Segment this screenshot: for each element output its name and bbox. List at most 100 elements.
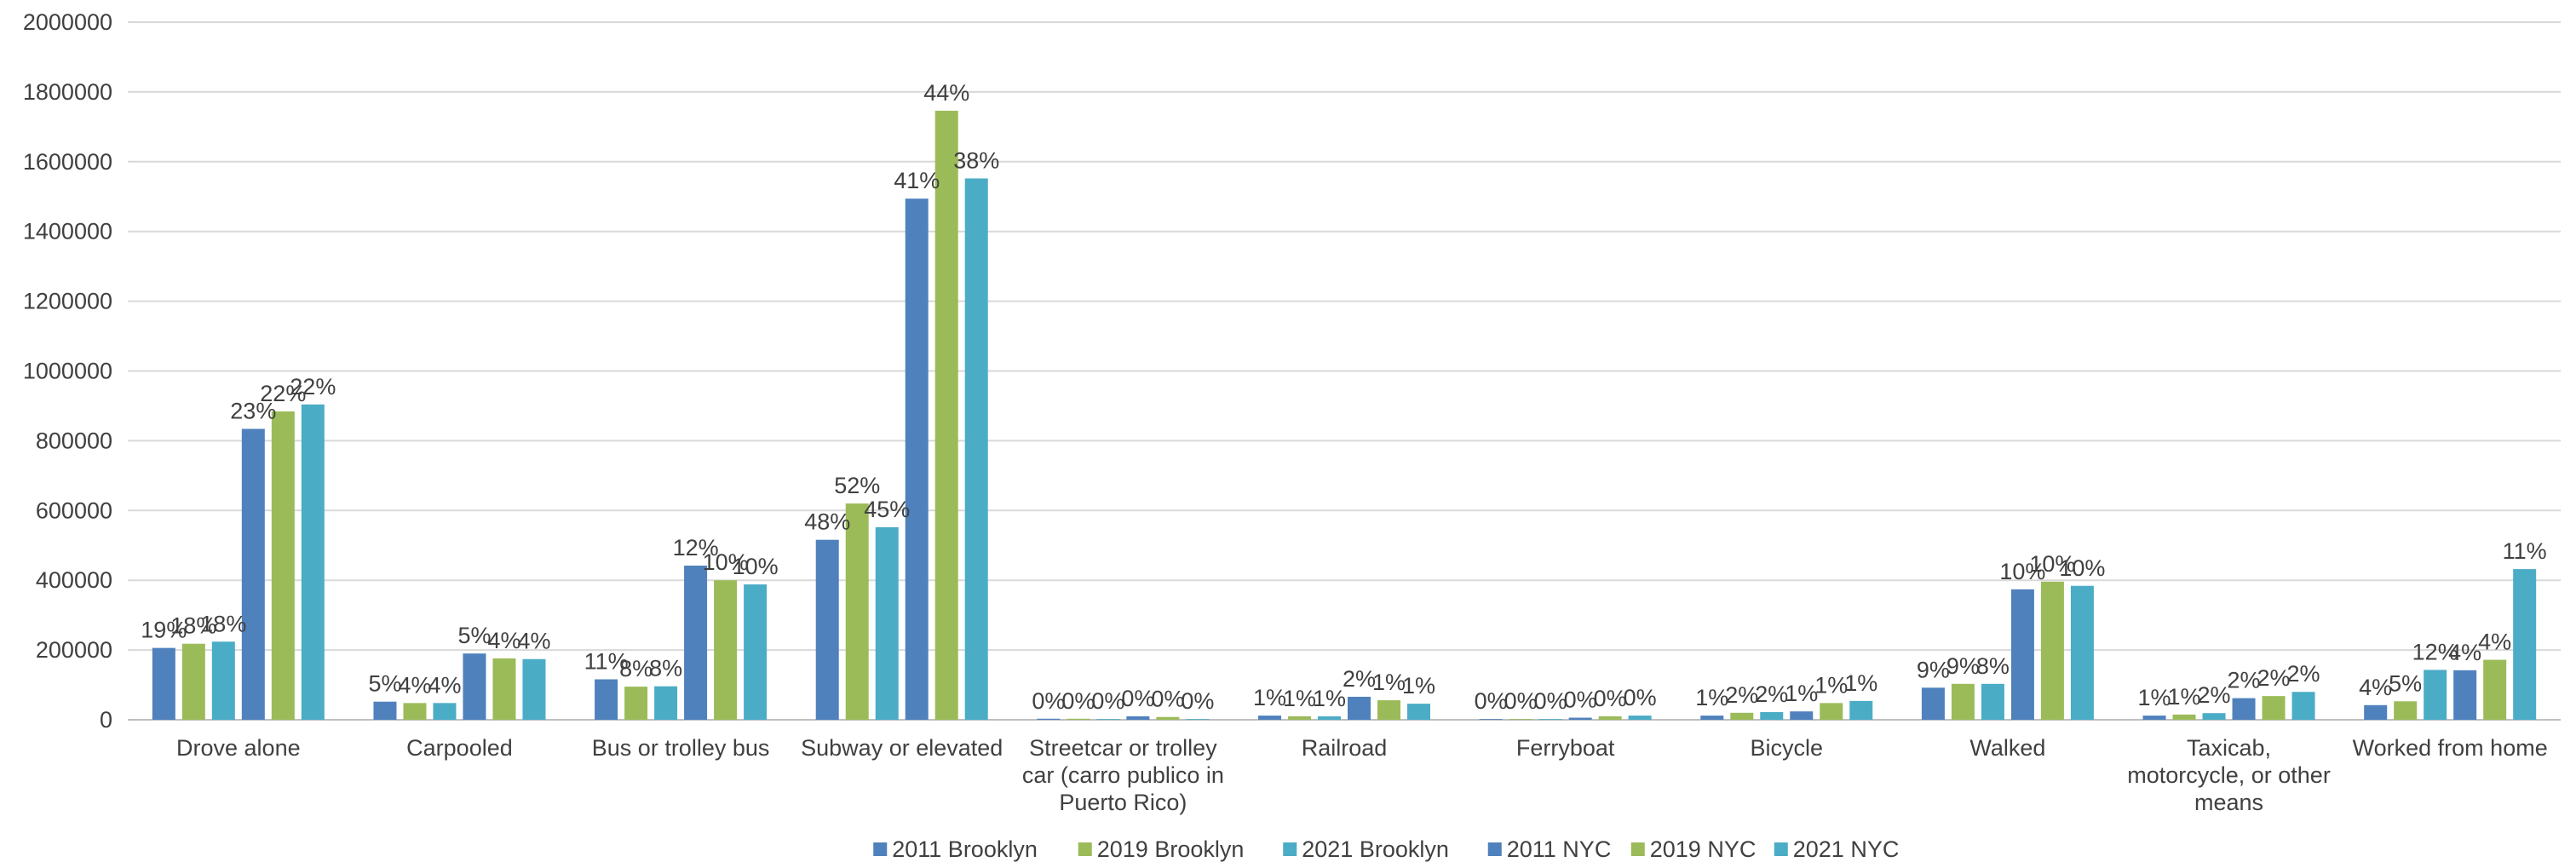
- bar: [1849, 700, 1873, 720]
- data-label: 1%: [1372, 670, 1406, 695]
- bar: [1377, 700, 1400, 720]
- bar: [714, 580, 738, 720]
- data-label: 2%: [2198, 682, 2231, 708]
- legend-swatch: [1630, 842, 1645, 856]
- data-label: 4%: [487, 628, 520, 653]
- bar: [2513, 569, 2537, 720]
- legend-label: 2011 Brooklyn: [892, 836, 1038, 862]
- legend-label: 2019 NYC: [1650, 836, 1757, 862]
- data-label: 0%: [1091, 688, 1124, 714]
- bar: [152, 647, 175, 720]
- data-label: 0%: [1121, 686, 1154, 711]
- bar: [433, 703, 457, 720]
- bars: [152, 111, 2537, 720]
- bar: [684, 566, 708, 720]
- data-label: 0%: [1151, 687, 1184, 712]
- data-label: 1%: [1253, 685, 1286, 710]
- x-category-label: Worked from home: [2353, 735, 2548, 761]
- bar: [1156, 716, 1180, 720]
- bar: [2364, 704, 2388, 720]
- bar: [522, 658, 546, 720]
- legend-swatch: [1487, 842, 1502, 856]
- x-category-label: Bus or trolley bus: [592, 735, 770, 761]
- bar: [1509, 719, 1532, 720]
- x-category-label: Carpooled: [406, 735, 513, 761]
- y-tick-label: 200000: [36, 637, 112, 663]
- y-tick-label: 400000: [36, 567, 112, 593]
- bar: [1598, 716, 1622, 720]
- bar: [1700, 716, 1724, 720]
- bar: [2394, 701, 2418, 720]
- bar: [373, 701, 397, 720]
- legend: 2011 Brooklyn 2019 Brooklyn 2021 Brooklyn 2…: [873, 836, 1899, 862]
- data-label: 1%: [1844, 670, 1877, 696]
- bar: [2262, 696, 2286, 720]
- bar: [271, 411, 295, 720]
- bar: [1568, 717, 1592, 720]
- data-label: 1%: [1313, 686, 1346, 711]
- x-category-label: Streetcar or trolley car (carro publico i…: [1022, 735, 1224, 815]
- bar: [1760, 711, 1784, 720]
- bar: [1096, 719, 1120, 720]
- bar: [301, 404, 325, 720]
- x-category-label: Walked: [1969, 735, 2045, 761]
- bar: [1951, 683, 1975, 720]
- data-label: 1%: [1785, 681, 1818, 706]
- bar: [905, 198, 929, 720]
- bar: [595, 679, 618, 720]
- data-label: 2%: [1755, 681, 1788, 707]
- data-label: 12%: [2412, 639, 2458, 664]
- data-label: 52%: [834, 473, 880, 498]
- data-label: 4%: [2448, 640, 2481, 665]
- data-labels: 19%18%18%23%22%22%5%4%4%5%4%4%11%8%8%12%…: [141, 80, 2546, 714]
- data-label: 23%: [230, 398, 276, 423]
- data-label: 5%: [368, 671, 401, 697]
- data-label: 45%: [864, 497, 910, 522]
- y-tick-label: 1800000: [23, 79, 112, 105]
- bar: [2453, 670, 2477, 720]
- data-label: 4%: [517, 629, 550, 654]
- x-category-label: Drove alone: [176, 735, 301, 761]
- data-label: 0%: [1594, 686, 1627, 711]
- bar: [403, 703, 427, 720]
- bar: [492, 658, 516, 720]
- data-label: 11%: [2503, 538, 2547, 564]
- bar: [624, 687, 648, 720]
- data-label: 1%: [2138, 685, 2171, 710]
- bar: [2483, 659, 2507, 720]
- data-label: 10%: [733, 554, 779, 579]
- bar: [1407, 704, 1430, 720]
- bar: [654, 686, 678, 720]
- x-category-label: Taxicab, motorcycle, or other means: [2127, 735, 2331, 815]
- data-label: 2%: [1725, 682, 1758, 708]
- bar: [1981, 683, 2004, 720]
- x-axis: Drove alone Carpooled Bus or trolley bus Su…: [176, 735, 2548, 815]
- data-label: 10%: [2029, 551, 2075, 577]
- data-label: 2%: [1343, 666, 1376, 692]
- bar: [1538, 719, 1562, 720]
- bar: [2070, 585, 2094, 720]
- legend-label: 2011 NYC: [1507, 836, 1612, 862]
- legend-label: 2019 Brooklyn: [1097, 836, 1245, 862]
- bar: [1348, 696, 1371, 720]
- bar: [2232, 698, 2256, 720]
- data-label: 9%: [1917, 657, 1950, 682]
- data-label: 0%: [1504, 688, 1538, 714]
- data-label: 1%: [1402, 673, 1435, 698]
- data-label: 10%: [2059, 555, 2105, 581]
- data-label: 0%: [1564, 687, 1597, 713]
- bar: [1037, 718, 1061, 720]
- data-label: 11%: [584, 648, 629, 674]
- bar: [964, 178, 988, 720]
- legend-label: 2021 NYC: [1793, 836, 1900, 862]
- bar: [2202, 713, 2226, 720]
- data-label: 0%: [1181, 688, 1214, 714]
- bar: [1258, 716, 1281, 720]
- bar: [1790, 711, 1814, 720]
- legend-swatch: [1283, 842, 1297, 856]
- data-label: 0%: [1032, 688, 1065, 714]
- data-label: 4%: [398, 672, 431, 698]
- bar: [1820, 703, 1843, 720]
- data-label: 1%: [1283, 686, 1316, 711]
- bar: [2142, 716, 2166, 720]
